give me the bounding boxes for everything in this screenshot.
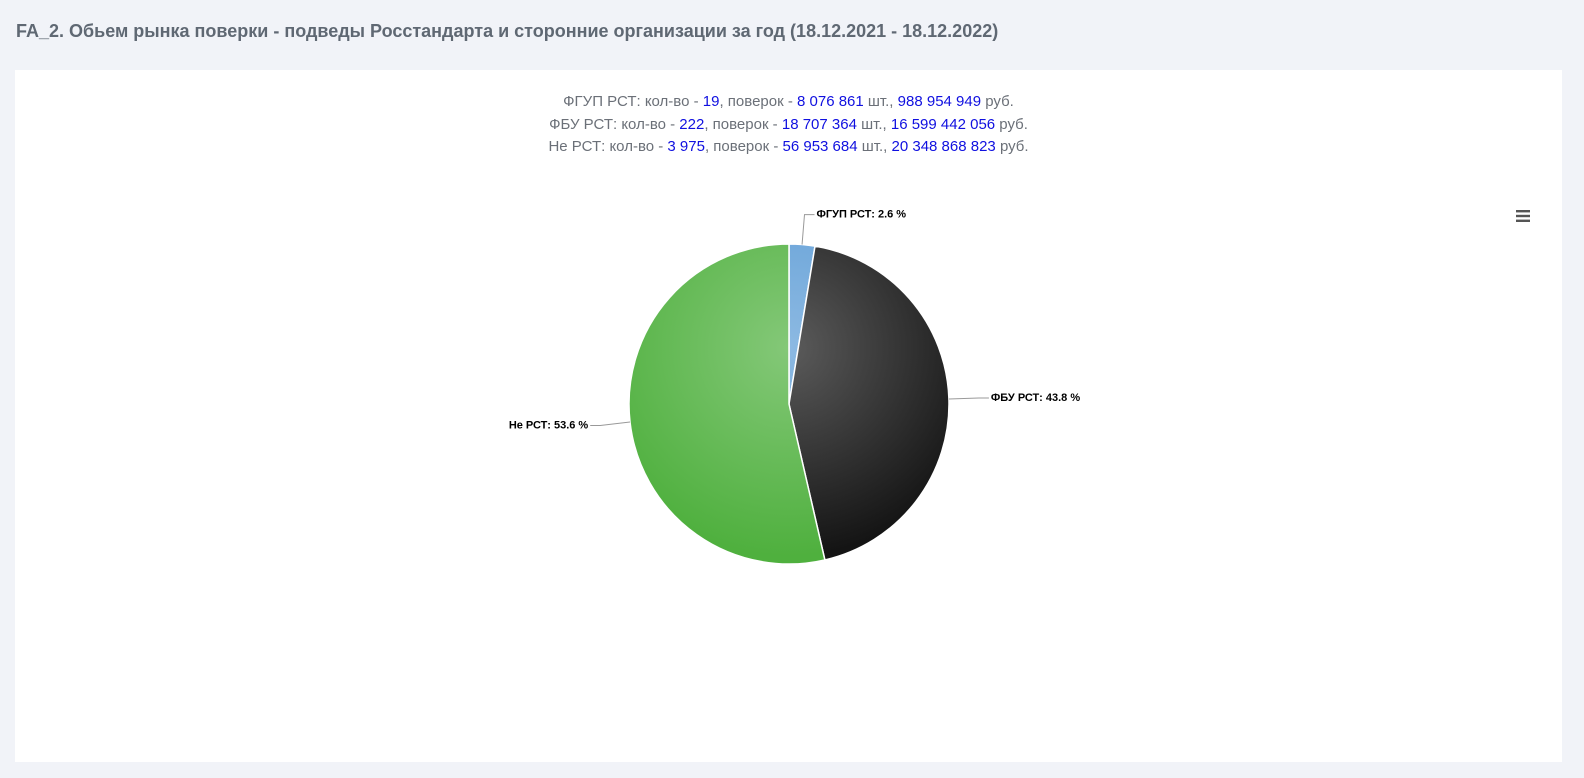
summary-text: ФГУП РСТ: кол-во - xyxy=(563,93,703,110)
summary-number: 3 975 xyxy=(667,138,705,155)
chart-card: ФГУП РСТ: кол-во - 19, поверок - 8 076 8… xyxy=(15,70,1562,762)
label-connector xyxy=(801,214,815,245)
summary-line: ФГУП РСТ: кол-во - 19, поверок - 8 076 8… xyxy=(15,91,1562,114)
summary-number: 20 348 868 823 xyxy=(891,138,996,155)
summary-text: , поверок - xyxy=(719,93,797,110)
chart: ФГУП РСТ: 2.6 % ФБУ РСТ: 43.8 % Не РСТ: 53… xyxy=(509,209,1531,565)
summary-text: , поверок - xyxy=(704,115,782,133)
menu-bar xyxy=(1516,219,1530,222)
summary-text: шт., xyxy=(863,93,898,110)
menu-bar xyxy=(1516,210,1530,213)
summary-text: руб. xyxy=(995,138,1029,155)
summary-line: Не РСТ: кол-во - 3 975, поверок - 56 953… xyxy=(15,136,1562,159)
data-label: ФГУП РСТ: 2.6 % xyxy=(817,209,907,221)
summary: ФГУП РСТ: кол-во - 19, поверок - 8 076 8… xyxy=(15,91,1562,159)
pie-slice xyxy=(788,245,950,561)
summary-line: ФБУ РСТ: кол-во - 222, поверок - 18 707 … xyxy=(15,114,1562,137)
summary-number: 988 954 949 xyxy=(897,93,982,110)
summary-text: руб. xyxy=(995,115,1028,133)
summary-number: 19 xyxy=(702,93,720,110)
summary-number: 56 953 684 xyxy=(782,138,858,155)
summary-text: Не РСТ: кол-во - xyxy=(548,138,668,155)
label-connector xyxy=(590,421,631,426)
summary-number: 222 xyxy=(679,115,705,133)
summary-text: ФБУ РСТ: кол-во - xyxy=(549,115,680,133)
summary-text: руб. xyxy=(981,93,1014,110)
menu-button[interactable] xyxy=(1515,209,1531,223)
summary-text: , поверок - xyxy=(704,138,783,155)
data-label: Не РСТ: 53.6 % xyxy=(509,419,589,431)
page-title: FA_2. Обьем рынка поверки - подведы Росс… xyxy=(16,21,999,41)
summary-number: 16 599 442 056 xyxy=(890,115,996,133)
summary-text: шт., xyxy=(856,115,891,133)
summary-number: 18 707 364 xyxy=(781,115,857,133)
summary-text: шт., xyxy=(857,138,892,155)
summary-number: 8 076 861 xyxy=(797,93,864,110)
menu-bar xyxy=(1516,214,1530,218)
label-connector xyxy=(948,397,989,400)
data-label: ФБУ РСТ: 43.8 % xyxy=(991,392,1080,404)
